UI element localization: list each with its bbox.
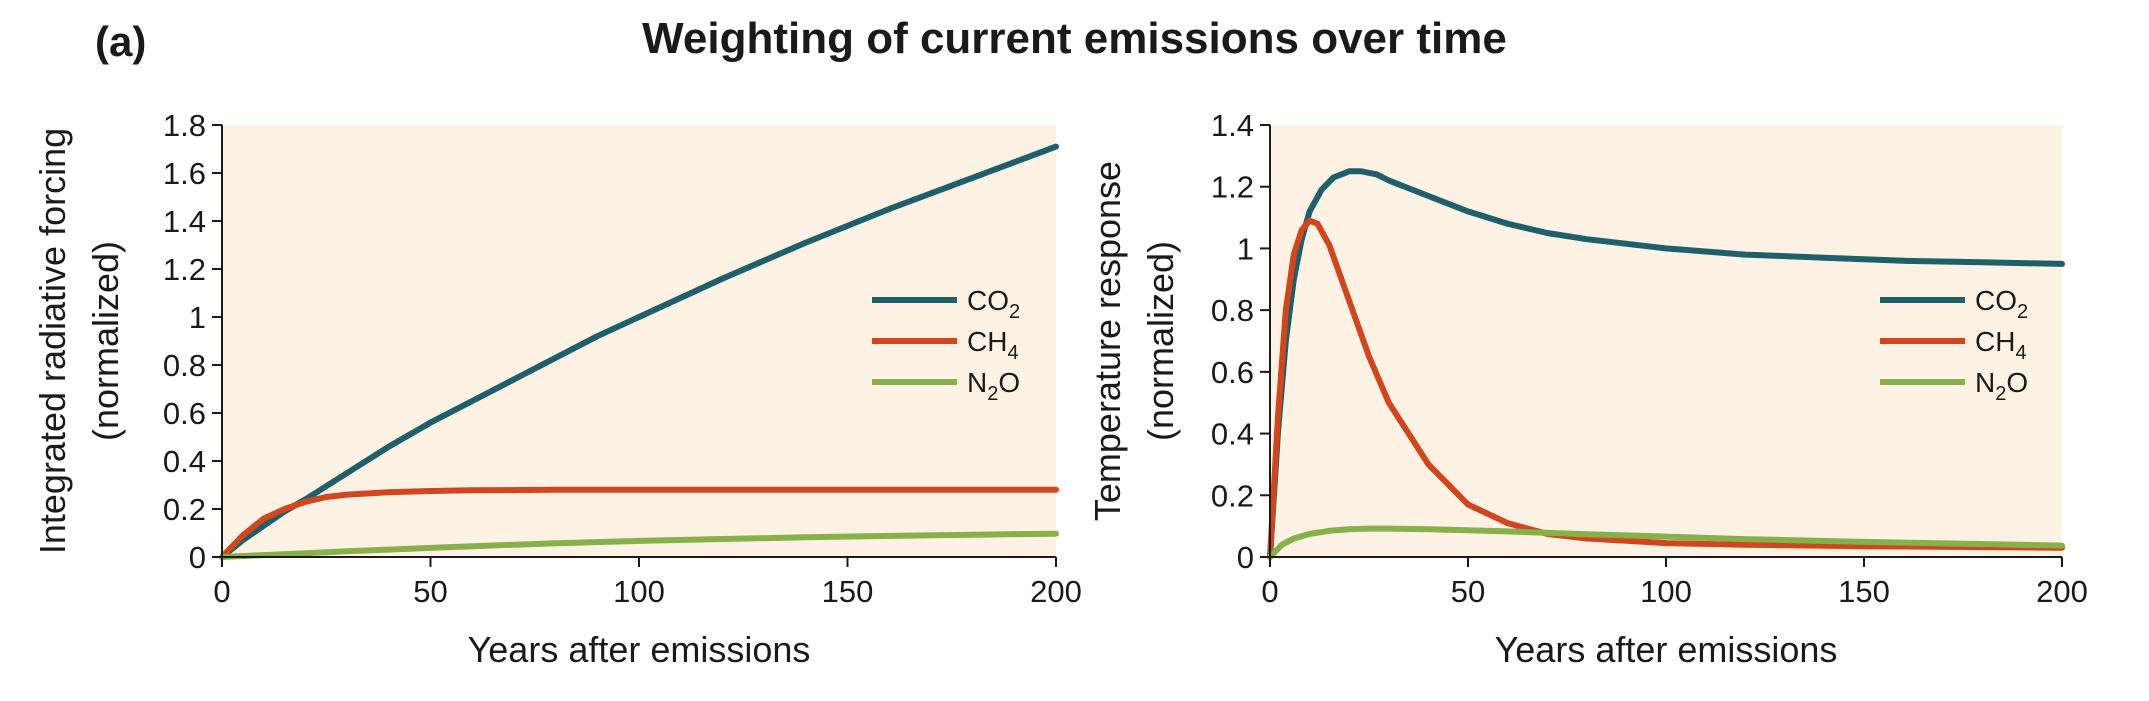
legend-label-main: CH xyxy=(967,326,1007,357)
series-line-n2o xyxy=(1267,525,2065,560)
x-tick-label: 0 xyxy=(1261,574,1278,609)
series-line-ch4 xyxy=(219,486,1059,560)
y-tick-label: 0 xyxy=(189,540,206,575)
y-tick-label: 0.6 xyxy=(163,396,206,431)
y-axis-title-line: Integrated radiative forcing xyxy=(32,128,73,554)
y-tick-label: 0.4 xyxy=(1211,417,1254,452)
legend-label-n2o: N2O xyxy=(967,367,1020,405)
legend-label-main: CO xyxy=(967,285,1009,316)
legend-label-subscript: 2 xyxy=(2017,301,2028,323)
x-tick-label: 50 xyxy=(1451,574,1485,609)
x-tick-label: 150 xyxy=(1838,574,1890,609)
series-line-ch4 xyxy=(1267,217,2065,560)
x-tick-label: 200 xyxy=(1030,574,1082,609)
legend-label-main: N xyxy=(967,367,987,398)
legend-label-main: N xyxy=(1975,367,1995,398)
series-line-n2o xyxy=(219,530,1059,560)
panel-label: (a) xyxy=(95,18,147,65)
y-tick-label: 1 xyxy=(189,300,206,335)
y-axis-title-line: Temperature response xyxy=(1087,161,1128,521)
legend-label-subscript: 2 xyxy=(1995,383,2006,405)
legend-label-co2: CO2 xyxy=(1975,285,2028,323)
y-tick-label: 1.4 xyxy=(1211,108,1254,143)
legend-label-co2: CO2 xyxy=(967,285,1020,323)
y-tick-label: 0.8 xyxy=(163,348,206,383)
x-tick-label: 100 xyxy=(613,574,665,609)
legend-label-subscript: 4 xyxy=(2015,342,2026,364)
chart-temperature-response: 0 0.2 0.4 0.6 0.8 1 1.2 1.4 0 50 100 150 200 Years af… xyxy=(1087,108,2088,670)
legend-label-main: CO xyxy=(1975,285,2017,316)
y-tick-label: 1.2 xyxy=(163,252,206,287)
legend-label-tail: O xyxy=(998,367,1020,398)
x-tick-label: 0 xyxy=(213,574,230,609)
chart-integrated-radiative-forcing: 0 0.2 0.4 0.6 0.8 1 1.2 1.4 1.6 1.8 0 50 100 150 200 Ye… xyxy=(32,108,1082,670)
legend-label-subscript: 2 xyxy=(1009,301,1020,323)
y-tick-label: 0.8 xyxy=(1211,293,1254,328)
y-tick-label: 0.2 xyxy=(1211,478,1254,513)
y-tick-label: 0.4 xyxy=(163,444,206,479)
legend-label-ch4: CH4 xyxy=(1975,326,2027,364)
y-tick-label: 1.6 xyxy=(163,156,206,191)
x-tick-label: 200 xyxy=(2036,574,2088,609)
y-tick-label: 0.6 xyxy=(1211,355,1254,390)
x-tick-label: 50 xyxy=(413,574,447,609)
legend-label-tail: O xyxy=(2006,367,2028,398)
x-axis-title: Years after emissions xyxy=(468,629,811,670)
legend-label-subscript: 2 xyxy=(987,383,998,405)
y-axis-title-line: (normalized) xyxy=(85,241,126,441)
legend-label-main: CH xyxy=(1975,326,2015,357)
y-axis-title-line: (normalized) xyxy=(1140,241,1181,441)
figure-title: Weighting of current emissions over time xyxy=(642,14,1507,63)
y-tick-label: 0.2 xyxy=(163,492,206,527)
series-line-co2 xyxy=(1267,168,2065,560)
x-axis-title: Years after emissions xyxy=(1495,629,1838,670)
y-tick-label: 1 xyxy=(1237,231,1254,266)
y-tick-label: 1.4 xyxy=(163,204,206,239)
x-tick-label: 100 xyxy=(1640,574,1692,609)
y-tick-label: 1.8 xyxy=(163,108,206,143)
legend-label-ch4: CH4 xyxy=(967,326,1019,364)
legend-label-subscript: 4 xyxy=(1007,342,1018,364)
legend-label-n2o: N2O xyxy=(1975,367,2028,405)
y-tick-label: 1.2 xyxy=(1211,170,1254,205)
y-tick-label: 0 xyxy=(1237,540,1254,575)
x-tick-label: 150 xyxy=(822,574,874,609)
